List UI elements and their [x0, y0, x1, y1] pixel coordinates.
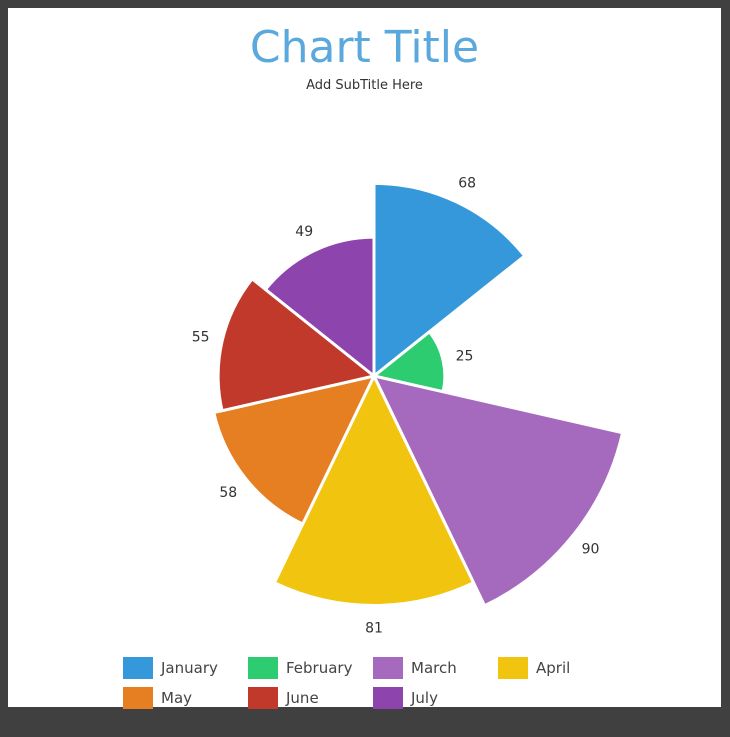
pie-slice-january — [372, 181, 527, 380]
chart-frame: Chart Title Add SubTitle Here 68 25 90 81 58… — [8, 8, 721, 709]
legend-swatch — [373, 687, 403, 709]
legend-swatch — [498, 657, 528, 679]
pie-slice-march — [371, 373, 625, 608]
pie-slice-february — [370, 329, 447, 394]
pie-slice-may — [211, 373, 377, 527]
chart-legend: January February March April May June July — [123, 656, 623, 712]
pie-slice-july — [263, 235, 376, 380]
pie-slice-april — [272, 372, 476, 607]
pie-chart: 68 25 90 81 58 55 49 — [192, 176, 625, 637]
legend-label: June — [286, 689, 319, 707]
pie-slice-june — [216, 276, 378, 413]
legend-label: January — [161, 659, 218, 677]
legend-item-february: February — [248, 656, 352, 680]
data-label-may: 58 — [219, 485, 237, 501]
legend-item-january: January — [123, 656, 218, 680]
legend-item-july: July — [373, 686, 438, 710]
legend-swatch — [373, 657, 403, 679]
legend-swatch — [123, 657, 153, 679]
legend-label: May — [161, 689, 193, 707]
data-label-february: 25 — [456, 348, 474, 364]
chart-subtitle: Add SubTitle Here — [306, 78, 423, 93]
legend-label: July — [411, 689, 438, 707]
legend-item-june: June — [248, 686, 319, 710]
data-label-january: 68 — [458, 176, 476, 192]
data-label-march: 90 — [582, 542, 600, 558]
legend-swatch — [248, 687, 278, 709]
legend-item-may: May — [123, 686, 192, 710]
data-label-july: 49 — [295, 224, 313, 240]
data-label-june: 55 — [192, 329, 210, 345]
legend-swatch — [123, 687, 153, 709]
legend-item-march: March — [373, 656, 457, 680]
legend-label: February — [286, 659, 353, 677]
chart-title: Chart Title — [249, 22, 480, 73]
legend-label: March — [411, 659, 457, 677]
legend-label: April — [536, 659, 571, 677]
legend-item-april: April — [498, 656, 570, 680]
data-label-april: 81 — [365, 621, 383, 637]
legend-swatch — [248, 657, 278, 679]
